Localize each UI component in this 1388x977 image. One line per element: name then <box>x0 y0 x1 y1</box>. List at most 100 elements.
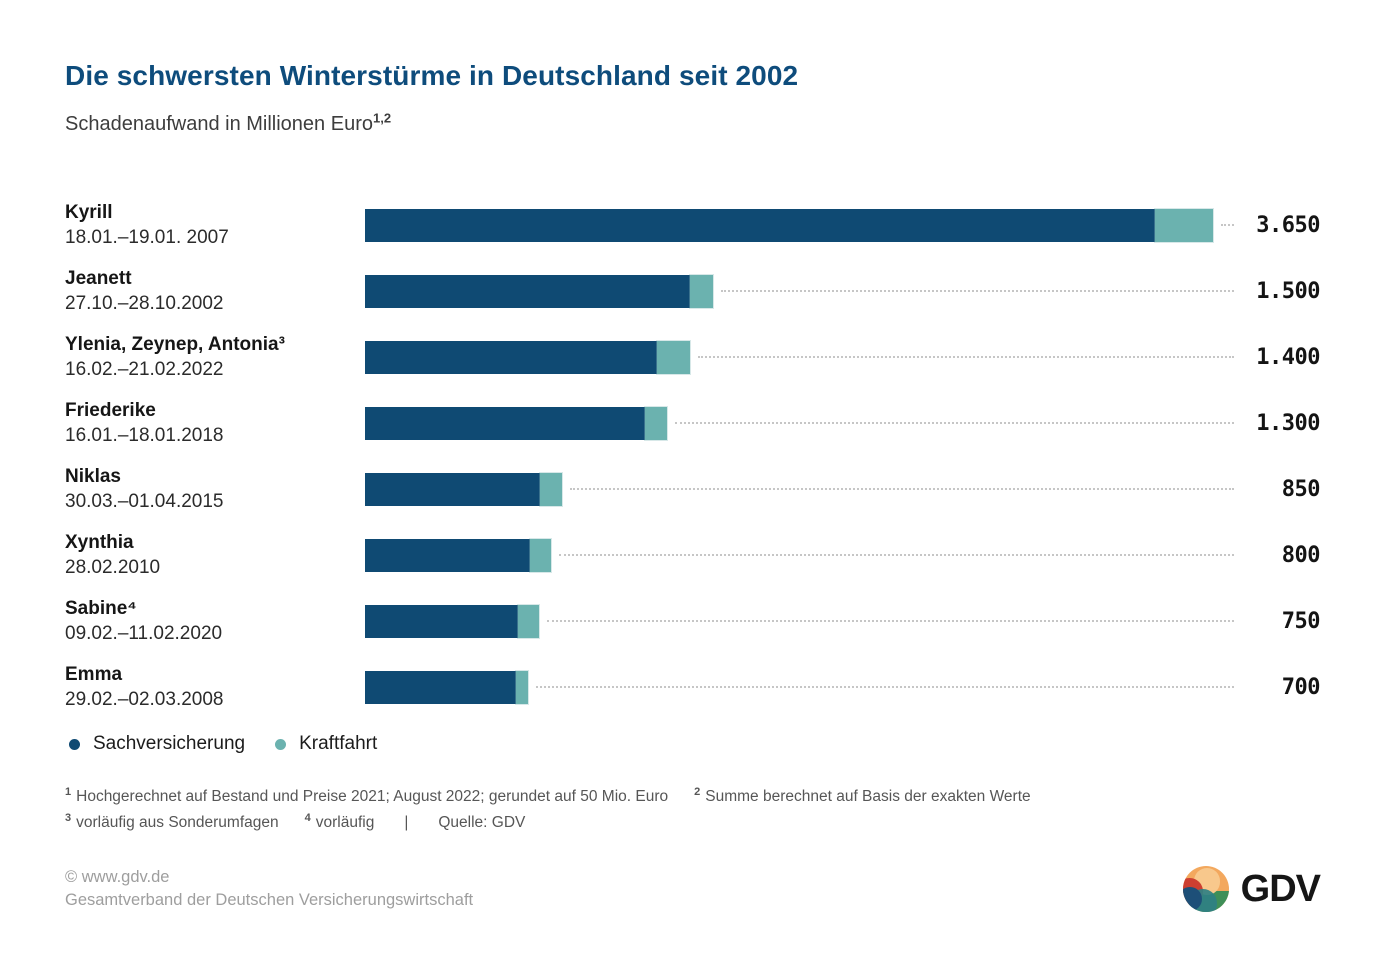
footnote-4: 4 vorläufig <box>305 810 375 836</box>
bar-segment-sachversicherung <box>365 472 541 506</box>
bar-segment-kraftfahrt <box>656 340 691 374</box>
bar-track <box>365 406 1240 440</box>
total-value: 800 <box>1281 542 1321 568</box>
row-label: Niklas 30.03.–01.04.2015 <box>65 464 365 514</box>
bar-track <box>365 670 1240 704</box>
bar-segment-sachversicherung <box>365 670 516 704</box>
chart-rows: Kyrill 18.01.–19.01. 2007 3.650 Jeanett … <box>65 192 1321 720</box>
storm-dates: 09.02.–11.02.2020 <box>65 623 223 644</box>
total-value: 700 <box>1281 674 1321 700</box>
storm-name: Niklas <box>65 466 121 487</box>
total-value: 1.300 <box>1256 410 1320 436</box>
storm-name: Emma <box>65 664 123 685</box>
storm-dates: 27.10.–28.10.2002 <box>65 293 224 314</box>
kraftfahrt-dot-icon <box>275 738 287 750</box>
footnote-2: 2 Summe berechnet auf Basis der exakten W… <box>694 784 1031 810</box>
chart-row: Sabine⁴ 09.02.–11.02.2020 750 <box>65 588 1321 654</box>
row-label: Ylenia, Zeynep, Antonia³ 16.02.–21.02.20… <box>65 332 365 382</box>
chart-row: Emma 29.02.–02.03.2008 700 <box>65 654 1321 720</box>
sachversicherung-dot-icon <box>69 738 80 750</box>
row-label: Friederike 16.01.–18.01.2018 <box>65 398 365 448</box>
storm-dates: 30.03.–01.04.2015 <box>65 491 224 512</box>
legend-label: Kraftfahrt <box>299 733 378 754</box>
subtitle-text: Schadenaufwand in Millionen Euro <box>65 113 373 135</box>
storm-name: Xynthia <box>65 532 134 553</box>
chart-row: Niklas 30.03.–01.04.2015 850 <box>65 456 1321 522</box>
bar-track <box>365 472 1240 506</box>
legend-item-kraftfahrt: Kraftfahrt <box>275 733 377 755</box>
bar-chart: Kyrill 18.01.–19.01. 2007 3.650 Jeanett … <box>65 192 1321 720</box>
footnote-marker: 1 <box>65 785 72 798</box>
gdv-logo-text: GDV <box>1240 867 1321 910</box>
chart-row: Friederike 16.01.–18.01.2018 1.300 <box>65 390 1321 456</box>
dotted-leader-line <box>721 290 1234 292</box>
bar-segment-kraftfahrt <box>645 406 668 440</box>
footnote-line-2: 3 vorläufig aus Sonderumfagen 4 vorläufig … <box>65 810 1320 836</box>
bar-segment-kraftfahrt <box>690 274 714 308</box>
footnotes: 1 Hochgerechnet auf Bestand und Preise 20… <box>65 784 1320 836</box>
storm-dates: 16.01.–18.01.2018 <box>65 425 224 446</box>
dotted-leader-line <box>558 554 1234 556</box>
bar-segment-sachversicherung <box>365 208 1155 242</box>
bar-segment-sachversicherung <box>365 538 530 572</box>
bar-track <box>365 538 1240 572</box>
storm-dates: 28.02.2010 <box>65 557 161 578</box>
footnote-marker: 2 <box>694 785 701 798</box>
chart-subtitle: Schadenaufwand in Millionen Euro1,2 <box>65 110 1320 136</box>
total-value: 3.650 <box>1256 212 1320 238</box>
bar-track <box>365 208 1240 242</box>
total-value: 1.400 <box>1256 344 1320 370</box>
bar-segment-sachversicherung <box>365 340 657 374</box>
page-title: Die schwersten Winterstürme in Deutschla… <box>65 60 799 91</box>
footnote-separator: | <box>404 814 409 831</box>
bar-track <box>365 340 1240 374</box>
total-value: 850 <box>1281 476 1321 502</box>
storm-name: Friederike <box>65 400 156 421</box>
footnote-marker: 3 <box>65 811 72 824</box>
total-value: 750 <box>1281 608 1321 634</box>
storm-name: Jeanett <box>65 268 132 289</box>
bar-track <box>365 274 1240 308</box>
footer-credits: © www.gdv.de Gesamtverband der Deutschen… <box>65 866 473 912</box>
gdv-logo: GDV <box>1182 866 1321 912</box>
bar-segment-sachversicherung <box>365 274 691 308</box>
footer: © www.gdv.de Gesamtverband der Deutschen… <box>65 866 1321 912</box>
row-label: Sabine⁴ 09.02.–11.02.2020 <box>65 596 365 646</box>
legend-label: Sachversicherung <box>93 733 246 754</box>
chart-row: Ylenia, Zeynep, Antonia³ 16.02.–21.02.20… <box>65 324 1321 390</box>
footnote-3: 3 vorläufig aus Sonderumfagen <box>65 810 279 836</box>
bar-segment-kraftfahrt <box>1154 208 1213 242</box>
chart-row: Xynthia 28.02.2010 800 <box>65 522 1321 588</box>
total-value: 1.500 <box>1256 278 1320 304</box>
legend-item-sachversicherung: Sachversicherung <box>69 733 245 755</box>
storm-dates: 16.02.–21.02.2022 <box>65 359 224 380</box>
gdv-logo-icon <box>1182 866 1229 912</box>
dotted-leader-line <box>1220 224 1234 226</box>
bar-segment-sachversicherung <box>365 604 519 638</box>
bar-segment-kraftfahrt <box>518 604 540 638</box>
chart-row: Jeanett 27.10.–28.10.2002 1.500 <box>65 258 1321 324</box>
footnote-text: vorläufig aus Sonderumfagen <box>76 814 279 831</box>
chart-row: Kyrill 18.01.–19.01. 2007 3.650 <box>65 192 1321 258</box>
dotted-leader-line <box>547 620 1234 622</box>
footnote-1: 1 Hochgerechnet auf Bestand und Preise 20… <box>65 784 668 810</box>
storm-dates: 18.01.–19.01. 2007 <box>65 227 229 248</box>
dotted-leader-line <box>570 488 1234 490</box>
bar-segment-kraftfahrt <box>530 538 551 572</box>
bar-segment-sachversicherung <box>365 406 645 440</box>
footnote-text: Summe berechnet auf Basis der exakten We… <box>705 788 1031 805</box>
storm-dates: 29.02.–02.03.2008 <box>65 689 224 710</box>
footnote-text: Hochgerechnet auf Bestand und Preise 202… <box>76 788 669 805</box>
footnote-line-1: 1 Hochgerechnet auf Bestand und Preise 20… <box>65 784 1320 810</box>
row-label: Jeanett 27.10.–28.10.2002 <box>65 266 365 316</box>
bar-segment-kraftfahrt <box>516 670 528 704</box>
row-label: Emma 29.02.–02.03.2008 <box>65 662 365 712</box>
bar-segment-kraftfahrt <box>540 472 563 506</box>
dotted-leader-line <box>698 356 1234 358</box>
row-label: Xynthia 28.02.2010 <box>65 530 365 580</box>
subtitle-footnote-marker: 1,2 <box>372 110 392 126</box>
chart-legend: Sachversicherung Kraftfahrt <box>65 733 1320 755</box>
dotted-leader-line <box>675 422 1234 424</box>
dotted-leader-line <box>535 686 1234 688</box>
source-note: Quelle: GDV <box>438 814 526 831</box>
